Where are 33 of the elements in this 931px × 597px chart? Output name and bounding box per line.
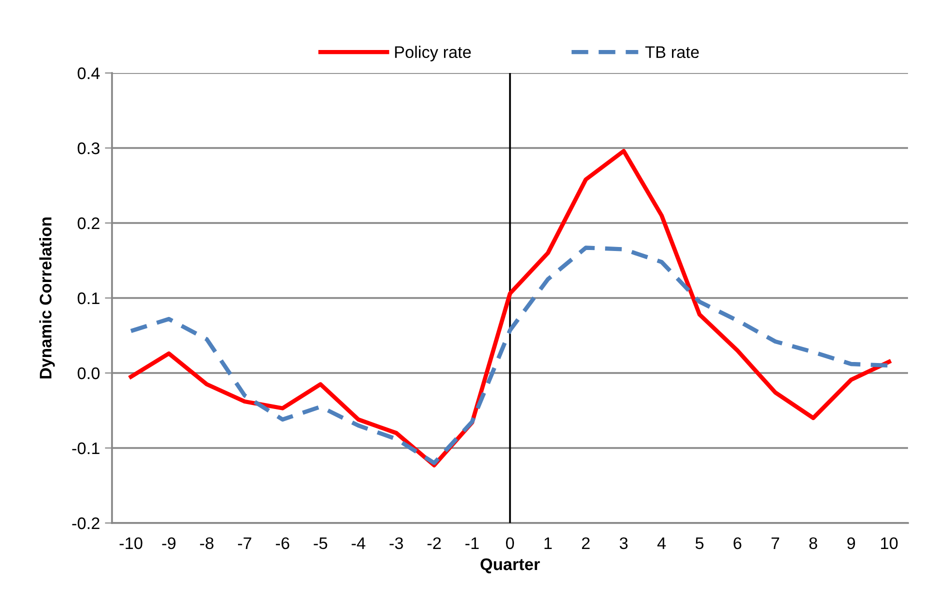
x-tick-label: 0	[506, 537, 514, 550]
x-tick-label: 8	[809, 537, 818, 550]
x-tick-label: 9	[847, 537, 855, 550]
x-tick-label: -5	[314, 538, 328, 550]
y-tick-label: 0.4	[78, 67, 100, 80]
legend-label: TB rate	[645, 46, 699, 58]
x-tick-label: -8	[200, 537, 214, 550]
y-tick-label: 0.1	[78, 292, 100, 304]
x-tick-label: 6	[734, 537, 742, 550]
x-tick-label: -4	[352, 538, 366, 549]
x-tick-label: 7	[772, 538, 780, 549]
y-tick-label: -0.2	[72, 517, 100, 530]
x-tick-label: -3	[390, 537, 403, 550]
y-tick-label: -0.1	[72, 442, 100, 454]
x-tick-label: 10	[881, 537, 898, 550]
x-tick-label: 2	[582, 537, 590, 549]
x-tick-label: 5	[696, 538, 704, 550]
x-tick-label: -2	[428, 537, 441, 549]
y-axis-title: Dynamic Correlation	[39, 218, 55, 378]
x-tick-label: -1	[465, 538, 479, 549]
y-tick-label: 0.0	[78, 367, 100, 380]
x-axis-title: Quarter	[480, 558, 540, 574]
x-tick-label: -6	[276, 537, 290, 550]
y-tick-label: 0.3	[78, 142, 100, 154]
x-tick-label: -10	[120, 537, 142, 550]
x-tick-label: 4	[657, 538, 666, 549]
line-series	[128, 148, 892, 468]
y-tick-label: 0.2	[78, 217, 100, 230]
x-tick-label: -9	[162, 537, 176, 550]
x-tick-label: 1	[544, 538, 552, 549]
x-tick-label: -7	[238, 538, 252, 549]
legend-label: Policy rate	[395, 46, 471, 62]
x-tick-label: 3	[620, 537, 628, 550]
